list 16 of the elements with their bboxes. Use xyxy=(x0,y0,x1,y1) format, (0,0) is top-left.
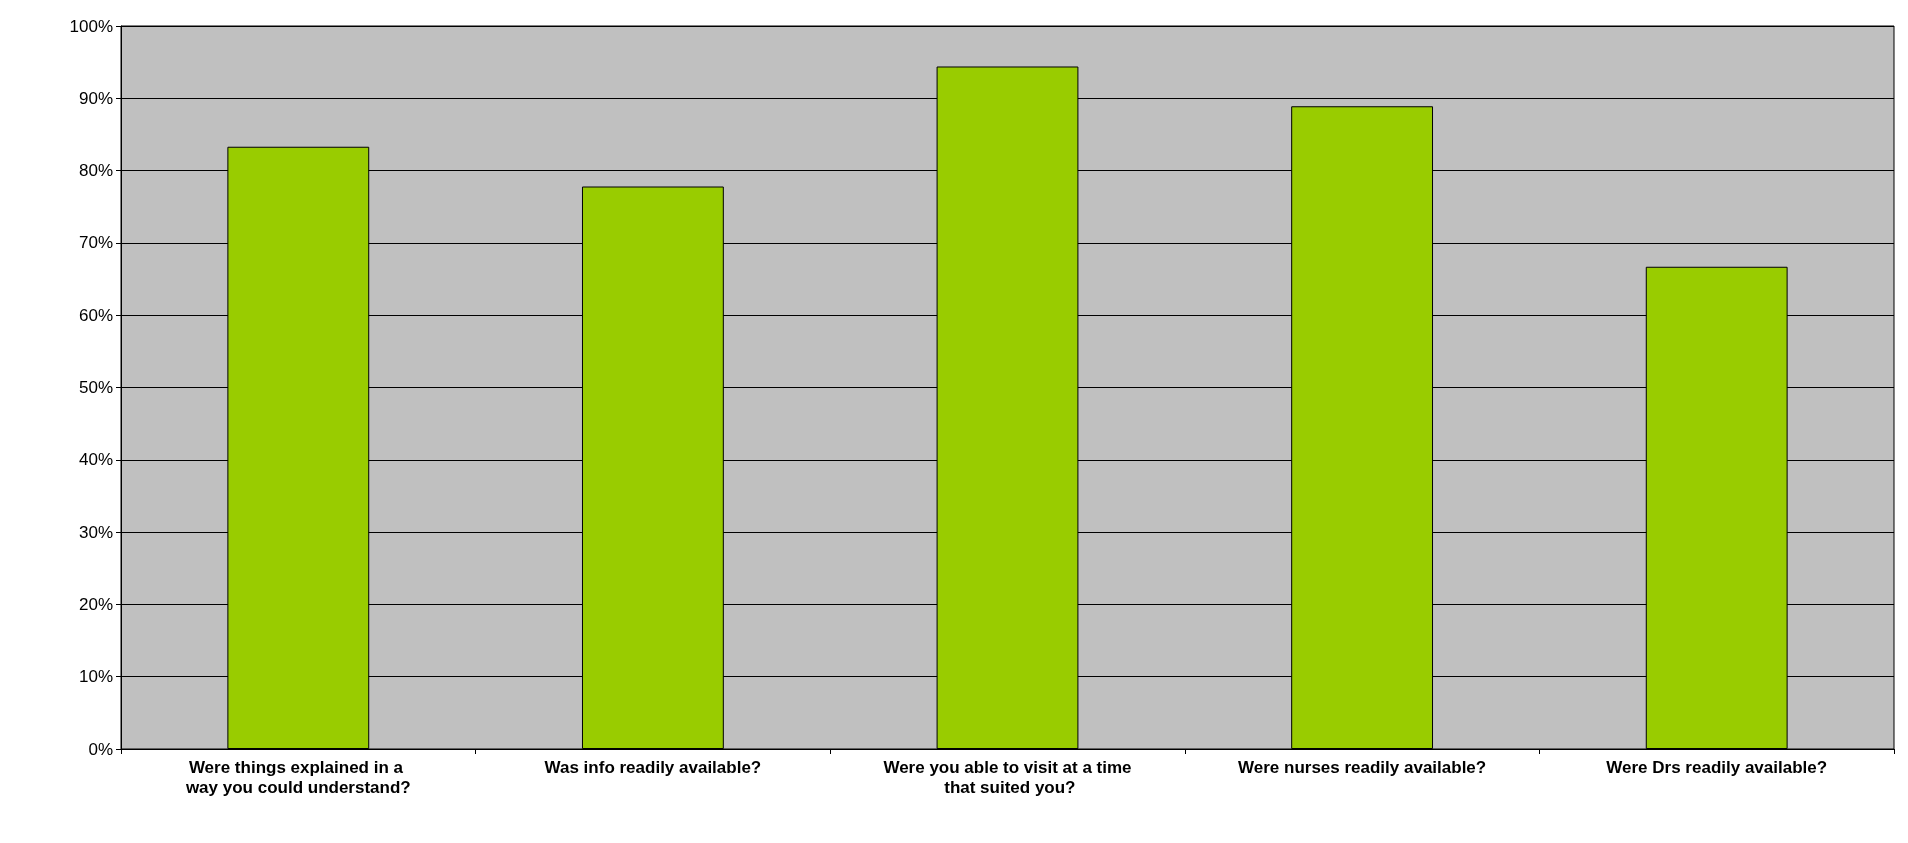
y-tick-label: 100% xyxy=(69,16,113,36)
x-tick-label: Were things explained in a way you could understand? xyxy=(184,757,411,797)
x-tick-label: Were Drs readily available? xyxy=(1606,757,1828,777)
y-tick-label: 90% xyxy=(78,88,113,108)
y-tick-label: 20% xyxy=(78,594,113,614)
y-tick-label: 60% xyxy=(78,305,113,325)
x-tick-label: Were you able to visit at a time that suited you? xyxy=(883,757,1132,797)
x-tick-label: Was info readily available? xyxy=(544,757,762,777)
x-tick-label: Were nurses readily available? xyxy=(1238,757,1487,777)
y-tick-label: 80% xyxy=(78,161,113,181)
y-tick-label: 70% xyxy=(78,233,113,253)
y-tick-label: 0% xyxy=(88,739,113,759)
y-tick-label: 50% xyxy=(78,378,113,397)
y-tick-label: 40% xyxy=(78,450,113,470)
y-tick-label: 30% xyxy=(78,522,113,542)
y-tick-label: 10% xyxy=(78,667,113,687)
